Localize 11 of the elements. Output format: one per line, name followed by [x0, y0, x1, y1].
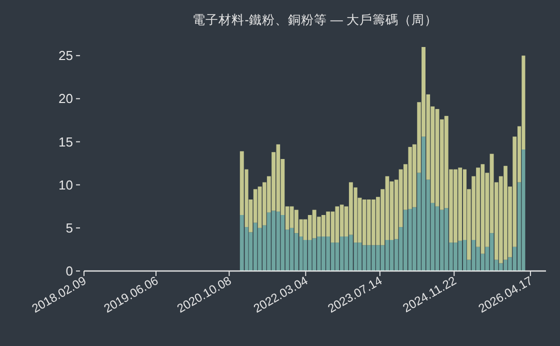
bar: [390, 240, 394, 271]
y-tick-label: 20: [58, 91, 73, 106]
y-tick-label: 0: [66, 264, 73, 278]
bar: [335, 206, 340, 243]
bar: [280, 215, 285, 271]
y-tick-label: 10: [58, 177, 73, 192]
chart-title: 電子材料-鐵粉、銅粉等 — 大戶籌碼（周）: [192, 13, 438, 27]
bar: [522, 150, 526, 271]
y-tick-label: 5: [66, 220, 73, 236]
y-tick-label: 25: [58, 48, 73, 64]
y-tick-label: 15: [58, 134, 73, 150]
